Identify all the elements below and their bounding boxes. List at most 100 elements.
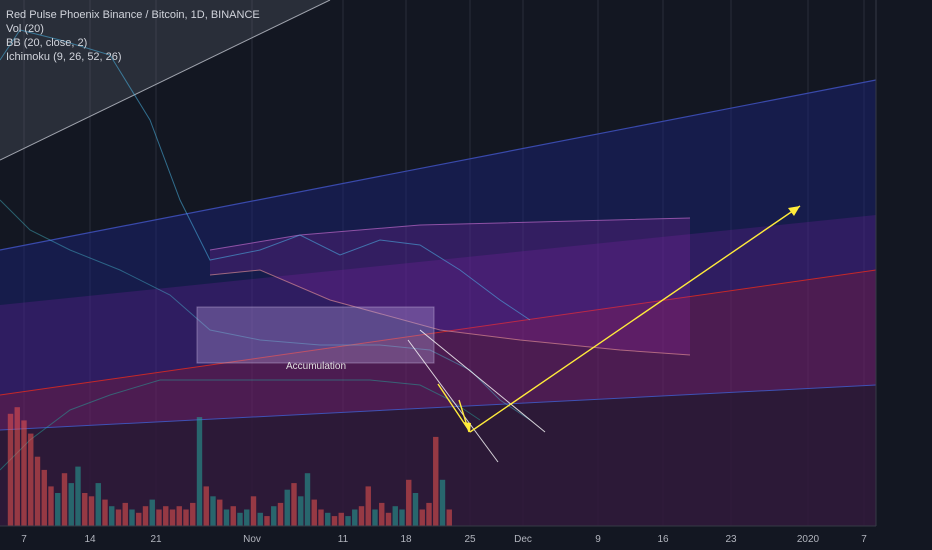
time-tick-label: 25 <box>464 534 476 545</box>
volume-bar <box>399 509 405 526</box>
cloud-span-b <box>209 269 691 356</box>
time-tick-label: 14 <box>84 534 96 545</box>
volume-bar <box>183 509 189 526</box>
bb-lower <box>0 379 481 471</box>
volume-bar <box>433 436 439 526</box>
volume-bar <box>21 420 27 526</box>
volume-bar <box>358 506 365 526</box>
volume-bar <box>372 509 378 526</box>
volume-bar <box>244 509 250 526</box>
accumulation-box[interactable]: Accumulation <box>196 306 435 372</box>
volume-bar <box>61 473 68 526</box>
volume-bar <box>311 499 317 526</box>
volume-bar <box>439 479 446 526</box>
bollinger-bands <box>0 29 531 471</box>
volume-bar <box>237 512 243 526</box>
volume-bar <box>277 502 284 526</box>
time-tick-label: 11 <box>338 534 349 545</box>
volume-bars <box>7 407 452 526</box>
bb-upper <box>0 29 531 321</box>
volume-bar <box>338 512 344 526</box>
volume-bar <box>385 512 392 526</box>
price-axis-bg <box>876 0 932 550</box>
volume-bar <box>7 413 14 526</box>
yellow-arrow-head-down <box>463 422 471 432</box>
volume-bar <box>55 493 61 526</box>
accumulation-rect[interactable] <box>196 306 435 364</box>
time-tick-label: Dec <box>514 534 532 545</box>
volume-bar <box>196 417 203 526</box>
white-trend-line-1 <box>407 339 499 463</box>
volume-bar <box>345 516 351 526</box>
volume-bar <box>14 407 20 526</box>
volume-bar <box>379 502 385 526</box>
time-tick-label: 9 <box>595 534 601 545</box>
time-tick-label: 2020 <box>797 534 820 545</box>
time-tick-label: 18 <box>400 534 412 545</box>
volume-bar <box>223 509 230 526</box>
indicator-ichimoku[interactable]: Ichimoku (9, 26, 52, 26) <box>6 51 122 63</box>
time-tick-label: 16 <box>657 534 669 545</box>
volume-bar <box>203 486 209 526</box>
volume-bar <box>352 509 358 526</box>
volume-bar <box>284 489 290 526</box>
channel-blue-line <box>0 79 876 251</box>
time-tick-label: 21 <box>150 534 162 545</box>
volume-bar <box>48 486 54 526</box>
volume-bar <box>41 469 47 526</box>
yellow-arrow-head <box>788 206 800 216</box>
volume-bar <box>88 496 95 526</box>
symbol-title[interactable]: Red Pulse Phoenix Binance / Bitcoin, 1D,… <box>6 9 260 21</box>
volume-bar <box>129 509 135 526</box>
volume-bar <box>163 506 169 526</box>
volume-bar <box>331 516 338 526</box>
volume-bar <box>109 506 115 526</box>
indicator-bb[interactable]: BB (20, close, 2) <box>6 37 88 49</box>
volume-bar <box>217 499 223 526</box>
yellow-arrow-up <box>469 205 801 433</box>
volume-bar <box>446 509 452 526</box>
time-tick-label: Nov <box>243 534 261 545</box>
volume-bar <box>325 512 331 526</box>
channel-red-line <box>0 269 876 396</box>
chart-legend: Red Pulse Phoenix Binance / Bitcoin, 1D,… <box>6 8 260 64</box>
volume-bar <box>149 499 155 526</box>
volume-bar <box>122 502 128 526</box>
volume-bar <box>68 483 74 526</box>
volume-bar <box>412 493 419 526</box>
time-axis-bg <box>0 526 932 550</box>
indicator-volume[interactable]: Vol (20) <box>6 23 44 35</box>
channel-upper-line <box>0 0 331 161</box>
white-trend-line-2 <box>419 329 546 433</box>
volume-bar <box>75 466 81 526</box>
volume-bar <box>318 509 324 526</box>
volume-bar <box>271 506 277 526</box>
volume-bar <box>392 506 398 526</box>
volume-bar <box>230 506 236 526</box>
volume-bar <box>304 473 311 526</box>
bb-middle <box>0 199 531 421</box>
time-tick-label: 23 <box>725 534 737 545</box>
volume-bar <box>291 483 297 526</box>
volume-bar <box>250 496 257 526</box>
volume-bar <box>102 499 108 526</box>
volume-bar <box>176 506 182 526</box>
volume-bar <box>115 509 122 526</box>
volume-bar <box>210 496 216 526</box>
time-tick-label: 7 <box>21 534 27 545</box>
volume-bar <box>34 456 41 526</box>
volume-bar <box>419 509 425 526</box>
volume-bar <box>264 516 270 526</box>
price-axis[interactable]: 0.000001300.000001250.000001200.00000115… <box>875 0 932 550</box>
volume-bar <box>365 486 371 526</box>
time-axis[interactable]: 7 14 21 Nov 11 18 25 Dec 9 16 23 2020 7 <box>0 525 932 550</box>
volume-bar <box>426 502 432 526</box>
volume-bar <box>82 493 88 526</box>
drawn-arrows[interactable] <box>407 205 801 463</box>
volume-bar <box>95 483 101 526</box>
volume-bar <box>28 433 34 526</box>
volume-bar <box>156 509 162 526</box>
volume-bar <box>298 496 304 526</box>
